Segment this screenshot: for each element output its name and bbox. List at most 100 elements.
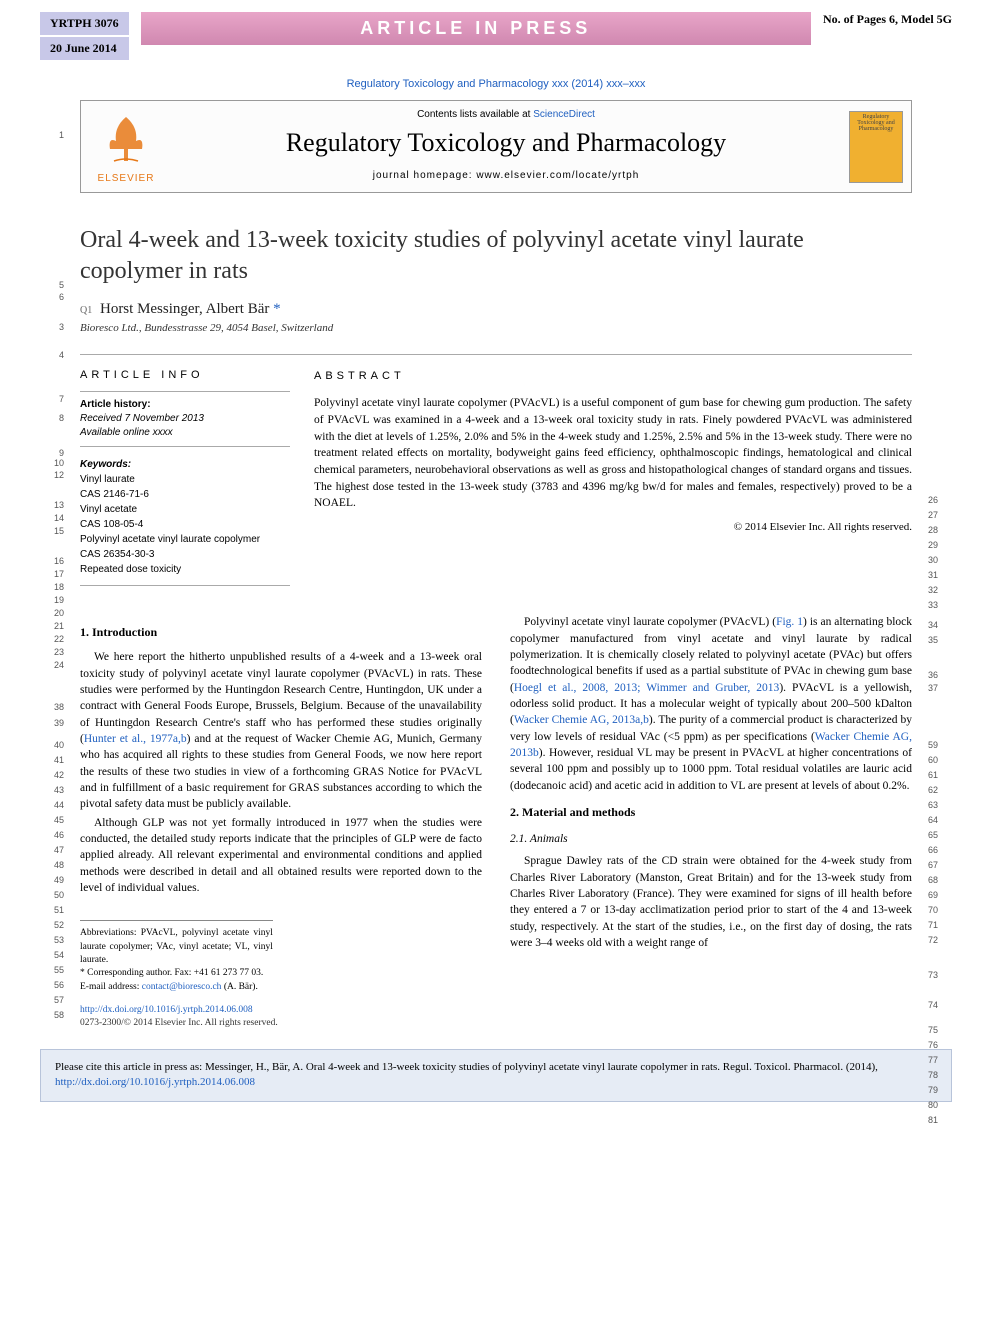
- line-number: 67: [928, 860, 948, 870]
- line-number: 58: [44, 1010, 64, 1020]
- online-date: Available online xxxx: [80, 427, 173, 438]
- line-number: 13: [44, 500, 64, 510]
- doc-id: YRTPH 3076: [40, 12, 129, 35]
- cover-image: Regulatory Toxicology and Pharmacology: [849, 111, 903, 183]
- journal-homepage[interactable]: journal homepage: www.elsevier.com/locat…: [175, 170, 837, 181]
- contents-line: Contents lists available at ScienceDirec…: [175, 109, 837, 120]
- line-number: 66: [928, 845, 948, 855]
- abstract-text: Polyvinyl acetate vinyl laurate copolyme…: [314, 395, 912, 512]
- ref-link[interactable]: Hunter et al., 1977a,b: [84, 733, 187, 745]
- line-number: 20: [44, 608, 64, 618]
- line-number: 27: [928, 510, 948, 520]
- line-number: 81: [928, 1115, 948, 1125]
- article-in-press-banner: ARTICLE IN PRESS: [141, 12, 811, 45]
- corresp-note: * Corresponding author. Fax: +41 61 273 …: [80, 967, 273, 980]
- line-number: 50: [44, 890, 64, 900]
- issn-copyright: 0273-2300/© 2014 Elsevier Inc. All right…: [80, 1018, 278, 1028]
- keywords-block: Keywords: Vinyl laurate CAS 2146-71-6 Vi…: [80, 457, 290, 586]
- right-column: Polyvinyl acetate vinyl laurate copolyme…: [510, 614, 912, 1030]
- line-number: 5: [44, 280, 64, 290]
- email-label: E-mail address:: [80, 982, 142, 992]
- line-number: 54: [44, 950, 64, 960]
- left-column: 1. Introduction We here report the hithe…: [80, 614, 482, 1030]
- intro-para-2: Although GLP was not yet formally introd…: [80, 815, 482, 897]
- cite-text: Please cite this article in press as: Me…: [55, 1061, 878, 1073]
- info-abstract-row: ARTICLE INFO Article history: Received 7…: [80, 354, 912, 586]
- right-para-1: Polyvinyl acetate vinyl laurate copolyme…: [510, 614, 912, 794]
- line-number: 42: [44, 770, 64, 780]
- text-run: Polyvinyl acetate vinyl laurate copolyme…: [524, 616, 776, 628]
- line-number: 69: [928, 890, 948, 900]
- line-number: 70: [928, 905, 948, 915]
- journal-name: Regulatory Toxicology and Pharmacology: [175, 128, 837, 158]
- keyword: CAS 26354-30-3: [80, 549, 155, 560]
- fig-link[interactable]: Fig. 1: [776, 616, 803, 628]
- abstract-heading: ABSTRACT: [314, 369, 912, 385]
- sciencedirect-link[interactable]: ScienceDirect: [533, 109, 595, 120]
- line-number: 6: [44, 292, 64, 302]
- line-number: 53: [44, 935, 64, 945]
- line-number: 21: [44, 621, 64, 631]
- line-number: 61: [928, 770, 948, 780]
- ref-link[interactable]: Hoegl et al., 2008, 2013; Wimmer and Gru…: [514, 682, 779, 694]
- line-number: 31: [928, 570, 948, 580]
- keyword: Vinyl laurate: [80, 474, 135, 485]
- line-number: 60: [928, 755, 948, 765]
- journal-cover-thumb[interactable]: Regulatory Toxicology and Pharmacology: [841, 101, 911, 192]
- line-number: 14: [44, 513, 64, 523]
- line-number: 28: [928, 525, 948, 535]
- line-number: 32: [928, 585, 948, 595]
- line-number: 17: [44, 569, 64, 579]
- doc-date: 20 June 2014: [40, 37, 129, 60]
- cite-doi-link[interactable]: http://dx.doi.org/10.1016/j.yrtph.2014.0…: [55, 1076, 255, 1088]
- ref-link[interactable]: Wacker Chemie AG, 2013a,b: [514, 714, 649, 726]
- article-info-heading: ARTICLE INFO: [80, 369, 290, 381]
- line-number: 80: [928, 1100, 948, 1110]
- line-number: 59: [928, 740, 948, 750]
- section-heading-methods: 2. Material and methods: [510, 804, 912, 821]
- line-number: 41: [44, 755, 64, 765]
- line-number: 19: [44, 595, 64, 605]
- line-number: 4: [44, 350, 64, 360]
- line-number: 40: [44, 740, 64, 750]
- elsevier-wordmark: ELSEVIER: [98, 173, 155, 184]
- doi-link[interactable]: http://dx.doi.org/10.1016/j.yrtph.2014.0…: [80, 1005, 253, 1015]
- line-number: 55: [44, 965, 64, 975]
- email-link[interactable]: contact@bioresco.ch: [142, 982, 222, 992]
- article-title: Oral 4-week and 13-week toxicity studies…: [80, 225, 912, 287]
- footnotes: Abbreviations: PVAcVL, polyvinyl acetate…: [80, 920, 273, 993]
- author-list: Q1 Horst Messinger, Albert Bär *: [80, 301, 912, 318]
- line-number: 39: [44, 718, 64, 728]
- line-number: 33: [928, 600, 948, 610]
- text-run: We here report the hitherto unpublished …: [80, 651, 482, 745]
- line-number: 29: [928, 540, 948, 550]
- line-number: 68: [928, 875, 948, 885]
- keyword: CAS 2146-71-6: [80, 489, 149, 500]
- line-number: 71: [928, 920, 948, 930]
- line-number: 15: [44, 526, 64, 536]
- line-number: 64: [928, 815, 948, 825]
- line-number: 35: [928, 635, 948, 645]
- received-date: Received 7 November 2013: [80, 413, 204, 424]
- line-number: 10: [44, 458, 64, 468]
- line-number: 77: [928, 1055, 948, 1065]
- line-number: 51: [44, 905, 64, 915]
- line-number: 7: [44, 394, 64, 404]
- proof-header: YRTPH 3076 20 June 2014 ARTICLE IN PRESS…: [0, 0, 992, 60]
- text-run: ). However, residual VL may be present i…: [510, 747, 912, 792]
- line-number: 73: [928, 970, 948, 980]
- line-number: 74: [928, 1000, 948, 1010]
- line-number: 62: [928, 785, 948, 795]
- line-number: 48: [44, 860, 64, 870]
- query-marker: Q1: [80, 305, 92, 316]
- keywords-label: Keywords:: [80, 457, 290, 472]
- line-number: 8: [44, 413, 64, 423]
- line-number: 9: [44, 448, 64, 458]
- masthead-center: Contents lists available at ScienceDirec…: [171, 101, 841, 192]
- section-heading-intro: 1. Introduction: [80, 624, 482, 641]
- line-number: 38: [44, 702, 64, 712]
- line-number: 79: [928, 1085, 948, 1095]
- elsevier-logo[interactable]: ELSEVIER: [81, 101, 171, 192]
- author-names: Horst Messinger, Albert Bär: [100, 301, 269, 317]
- line-number: 47: [44, 845, 64, 855]
